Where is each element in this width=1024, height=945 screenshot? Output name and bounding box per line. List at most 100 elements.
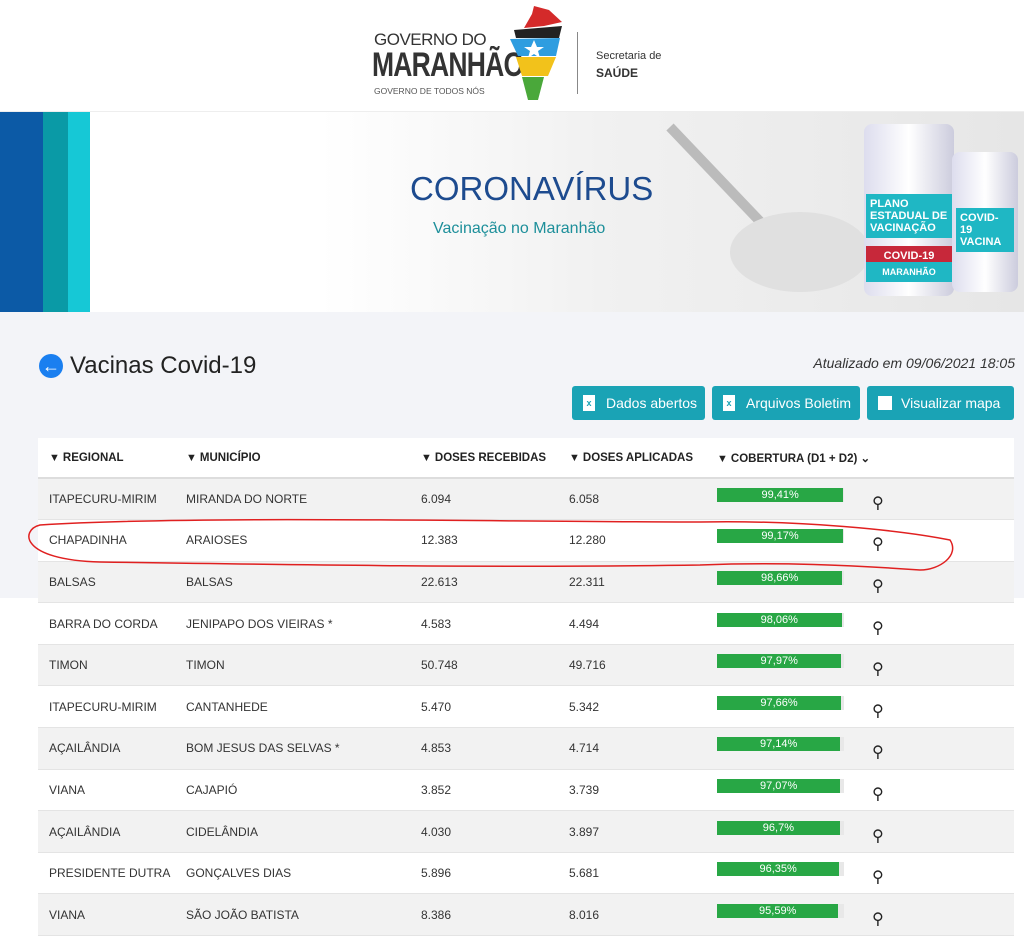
cell-municipio: GONÇALVES DIAS [186, 852, 421, 895]
cell-regional: AÇAILÂNDIA [38, 810, 186, 853]
cell-doses-aplicadas: 12.280 [569, 519, 717, 562]
cell-doses-recebidas: 6.094 [421, 478, 569, 521]
cell-doses-aplicadas: 8.016 [569, 893, 717, 937]
cell-cobertura: 96,35% [717, 852, 872, 895]
cell-cobertura: 99,17% [717, 519, 872, 562]
table-row: ITAPECURU-MIRIM CANTANHEDE 5.470 5.342 9… [38, 685, 1014, 729]
search-icon[interactable]: ⚲ [872, 827, 884, 845]
stripe-teal [43, 112, 68, 312]
search-icon[interactable]: ⚲ [872, 702, 884, 720]
sort-chevron-icon[interactable]: ⌄ [860, 452, 871, 465]
cell-municipio: ARAIOSES [186, 519, 421, 562]
coverage-bar: 99,17% [717, 529, 844, 544]
coverage-fill: 97,97% [717, 654, 842, 669]
header-label: MUNICÍPIO [199, 451, 261, 464]
table-row: BALSAS BALSAS 22.613 22.311 98,66% ⚲ [38, 561, 1014, 604]
cell-cobertura: 95,59% [717, 893, 872, 937]
cell-municipio: MIRANDA DO NORTE [186, 478, 421, 521]
cell-doses-recebidas: 3.852 [421, 769, 569, 812]
table-row: VIANA SÃO JOÃO BATISTA 8.386 8.016 95,59… [38, 893, 1014, 937]
search-icon[interactable]: ⚲ [872, 661, 884, 679]
cell-doses-aplicadas: 5.681 [569, 852, 717, 895]
header-regional[interactable]: ▼ REGIONAL [38, 438, 186, 479]
search-icon[interactable]: ⚲ [872, 744, 884, 762]
cell-cobertura: 98,66% [717, 561, 872, 604]
search-icon[interactable]: ⚲ [872, 495, 884, 513]
cell-cobertura: 97,14% [717, 727, 872, 770]
search-icon[interactable]: ⚲ [872, 619, 884, 637]
cell-municipio: TIMON [186, 644, 421, 687]
search-icon[interactable]: ⚲ [872, 536, 884, 554]
cell-cobertura: 97,66% [717, 685, 872, 729]
cell-doses-aplicadas: 3.739 [569, 769, 717, 812]
cell-doses-aplicadas: 3.897 [569, 810, 717, 853]
coverage-bar: 95,59% [717, 903, 844, 918]
filter-icon[interactable]: ▼ [717, 452, 728, 465]
table-row: TIMON TIMON 50.748 49.716 97,97% ⚲ [38, 644, 1014, 687]
table-row: AÇAILÂNDIA BOM JESUS DAS SELVAS * 4.853 … [38, 727, 1014, 770]
cell-cobertura: 98,06% [717, 602, 872, 645]
header-cobertura[interactable]: ▼ COBERTURA (D1 + D2) ⌄ [717, 438, 1014, 479]
coverage-fill: 98,66% [717, 570, 843, 585]
maranhao-map-icon [510, 6, 562, 100]
bulletin-files-button[interactable]: x Arquivos Boletim [712, 386, 860, 420]
filter-icon[interactable]: ▼ [186, 451, 197, 464]
map-label: Visualizar mapa [901, 395, 1001, 411]
secretaria-label: Secretaria de [596, 50, 662, 62]
divider [577, 32, 578, 94]
cell-doses-aplicadas: 4.494 [569, 602, 717, 645]
search-icon[interactable]: ⚲ [872, 910, 884, 928]
coverage-bar: 96,35% [717, 862, 844, 877]
vaccine-vial-2: COVID-19 VACINA [952, 152, 1018, 292]
coverage-bar: 96,7% [717, 820, 844, 835]
cell-regional: BARRA DO CORDA [38, 602, 186, 645]
cell-regional: PRESIDENTE DUTRA [38, 852, 186, 895]
excel-file-icon: x [583, 395, 595, 411]
header-label: COBERTURA (D1 + D2) [730, 452, 858, 465]
cell-doses-aplicadas: 22.311 [569, 561, 717, 604]
cell-action: ⚲ [872, 893, 1014, 937]
coverage-bar: 98,06% [717, 612, 844, 627]
filter-icon[interactable]: ▼ [569, 451, 580, 464]
view-map-button[interactable]: Visualizar mapa [867, 386, 1014, 420]
cell-doses-aplicadas: 5.342 [569, 685, 717, 729]
header-municipio[interactable]: ▼ MUNICÍPIO [186, 438, 421, 479]
filter-icon[interactable]: ▼ [421, 451, 432, 464]
header-label: DOSES APLICADAS [582, 451, 694, 464]
vial1-label: PLANO ESTADUAL DE VACINAÇÃO [866, 194, 952, 238]
cell-action: ⚲ [872, 519, 1014, 562]
cell-action: ⚲ [872, 561, 1014, 604]
cell-municipio: CIDELÂNDIA [186, 810, 421, 853]
header-doses-aplicadas[interactable]: ▼ DOSES APLICADAS [569, 438, 717, 479]
coverage-fill: 96,35% [717, 862, 840, 877]
coverage-fill: 96,7% [717, 820, 840, 835]
open-data-button[interactable]: x Dados abertos [572, 386, 705, 420]
cell-action: ⚲ [872, 478, 1014, 521]
cell-action: ⚲ [872, 602, 1014, 645]
map-icon [878, 396, 892, 410]
coverage-fill: 99,41% [717, 488, 844, 503]
search-icon[interactable]: ⚲ [872, 869, 884, 887]
back-arrow-icon[interactable]: ← [39, 354, 63, 378]
cell-action: ⚲ [872, 769, 1014, 812]
cell-municipio: CAJAPIÓ [186, 769, 421, 812]
coverage-bar: 99,41% [717, 488, 844, 503]
header-doses-recebidas[interactable]: ▼ DOSES RECEBIDAS [421, 438, 569, 479]
search-icon[interactable]: ⚲ [872, 785, 884, 803]
cell-action: ⚲ [872, 685, 1014, 729]
table-row: ITAPECURU-MIRIM MIRANDA DO NORTE 6.094 6… [38, 478, 1014, 521]
cell-doses-recebidas: 4.583 [421, 602, 569, 645]
logo-line2: MARANHÃO [372, 46, 524, 84]
cell-cobertura: 96,7% [717, 810, 872, 853]
government-logo[interactable]: GOVERNO DO MARANHÃO GOVERNO DE TODOS NÓS… [372, 4, 692, 104]
open-data-label: Dados abertos [606, 395, 698, 411]
cell-doses-aplicadas: 6.058 [569, 478, 717, 521]
search-icon[interactable]: ⚲ [872, 577, 884, 595]
filter-icon[interactable]: ▼ [49, 451, 60, 464]
coverage-fill: 98,06% [717, 612, 842, 627]
cell-doses-recebidas: 50.748 [421, 644, 569, 687]
cell-regional: BALSAS [38, 561, 186, 604]
saude-label: SAÚDE [596, 66, 639, 80]
cell-regional: VIANA [38, 893, 186, 937]
coverage-bar: 97,66% [717, 695, 844, 710]
